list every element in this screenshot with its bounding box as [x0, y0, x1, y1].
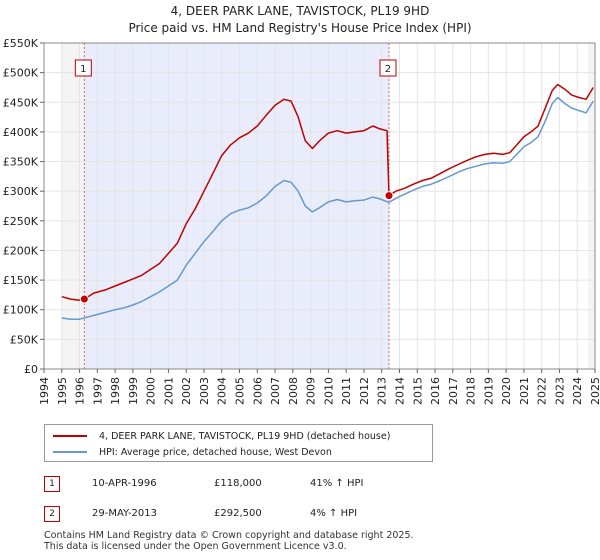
legend: 4, DEER PARK LANE, TAVISTOCK, PL19 9HD (…: [44, 424, 433, 462]
legend-swatch-property: [53, 435, 87, 437]
x-tick-label: 2019: [482, 377, 495, 405]
footer: Contains HM Land Registry data © Crown c…: [44, 530, 414, 552]
x-tick-label: 1997: [91, 377, 104, 405]
x-tick-label: 2001: [162, 377, 175, 405]
chart-subtitle: Price paid vs. HM Land Registry's House …: [128, 21, 471, 35]
y-tick-label: £200K: [3, 244, 39, 257]
x-tick-label: 2004: [216, 377, 229, 405]
transaction-point: [384, 191, 394, 201]
x-tick-label: 2011: [340, 377, 353, 405]
x-axis-ticks: 1994 1995 1996 1997 1998 1999 2000 2001 2002 2003…: [38, 369, 600, 405]
transaction-badge: 2: [44, 506, 60, 522]
x-tick-label: 2020: [500, 377, 513, 405]
x-tick-label: 2025: [589, 377, 600, 405]
transaction-badge-box: [379, 59, 397, 77]
x-tick-label: 2024: [571, 377, 584, 405]
footer-line-1: Contains HM Land Registry data © Crown c…: [44, 530, 414, 541]
legend-label-property: 4, DEER PARK LANE, TAVISTOCK, PL19 9HD (…: [99, 430, 391, 442]
x-tick-label: 2002: [180, 377, 193, 405]
y-tick-label: £100K: [3, 304, 39, 317]
series-lines: [61, 83, 594, 320]
x-tick-label: 1994: [38, 377, 51, 405]
y-axis-ticks: £0 £50K £100K £150K £200K £250K £300K £350K £400…: [3, 37, 44, 376]
transaction-badge: 1: [44, 476, 60, 492]
y-tick-label: £150K: [3, 274, 39, 287]
x-tick-label: 2016: [429, 377, 442, 405]
x-tick-label: 1995: [56, 377, 69, 405]
x-tick-label: 2018: [465, 377, 478, 405]
shaded-regions: [61, 43, 595, 369]
legend-label-hpi: HPI: Average price, detached house, West…: [99, 446, 332, 458]
y-tick-label: £0: [24, 363, 38, 376]
transaction-price: £292,500: [214, 508, 262, 519]
x-tick-label: 1996: [74, 377, 87, 405]
x-tick-label: 2010: [322, 377, 335, 405]
x-tick-label: 2007: [269, 377, 282, 405]
transaction-hpi: 4% ↑ HPI: [310, 508, 358, 519]
transaction-point: [79, 294, 89, 304]
y-tick-label: £400K: [3, 126, 39, 139]
y-tick-label: £450K: [3, 96, 39, 109]
x-tick-label: 2017: [447, 377, 460, 405]
x-tick-label: 2015: [411, 377, 424, 405]
legend-swatch-hpi: [53, 451, 87, 453]
transaction-price: £118,000: [214, 478, 262, 489]
legend-item-property: 4, DEER PARK LANE, TAVISTOCK, PL19 9HD (…: [53, 428, 390, 444]
transaction-badge-box: [74, 59, 92, 77]
x-tick-label: 2014: [393, 377, 406, 405]
x-tick-label: 2006: [251, 377, 264, 405]
transaction-date: 10-APR-1996: [92, 478, 157, 489]
x-tick-label: 2013: [376, 377, 389, 405]
shaded-region: [84, 43, 389, 369]
transaction-date: 29-MAY-2013: [92, 508, 158, 519]
y-tick-label: £350K: [3, 156, 39, 169]
y-tick-label: £50K: [10, 333, 39, 346]
transaction-row: 2 29-MAY-2013 £292,500 4% ↑ HPI: [44, 506, 444, 524]
property-price-line: [61, 83, 594, 301]
x-tick-label: 2012: [358, 377, 371, 405]
x-tick-label: 2022: [536, 377, 549, 405]
x-tick-label: 2008: [287, 377, 300, 405]
legend-item-hpi: HPI: Average price, detached house, West…: [53, 444, 332, 460]
x-tick-label: 2005: [234, 377, 247, 405]
price-chart: 4, DEER PARK LANE, TAVISTOCK, PL19 9HD P…: [3, 4, 600, 405]
x-tick-label: 2023: [553, 377, 566, 405]
y-tick-label: £300K: [3, 185, 39, 198]
transaction-row: 1 10-APR-1996 £118,000 41% ↑ HPI: [44, 476, 444, 494]
x-tick-label: 2003: [198, 377, 211, 405]
y-tick-label: £500K: [3, 67, 39, 80]
y-tick-label: £550K: [3, 37, 39, 50]
transaction-badge-label: 2: [385, 64, 391, 75]
x-tick-label: 2000: [145, 377, 158, 405]
y-tick-label: £250K: [3, 215, 39, 228]
footer-line-2: This data is licensed under the Open Gov…: [44, 541, 347, 552]
transaction-badge-label: 1: [80, 64, 86, 75]
x-tick-label: 2021: [518, 377, 531, 405]
x-tick-label: 2009: [305, 377, 318, 405]
shaded-region: [587, 43, 595, 369]
plot-frame: [43, 42, 596, 370]
transaction-hpi: 41% ↑ HPI: [310, 478, 364, 489]
x-tick-label: 1999: [127, 377, 140, 405]
x-tick-label: 1998: [109, 377, 122, 405]
shaded-region: [61, 43, 85, 369]
hpi-line: [61, 96, 594, 320]
chart-title: 4, DEER PARK LANE, TAVISTOCK, PL19 9HD: [171, 4, 430, 18]
